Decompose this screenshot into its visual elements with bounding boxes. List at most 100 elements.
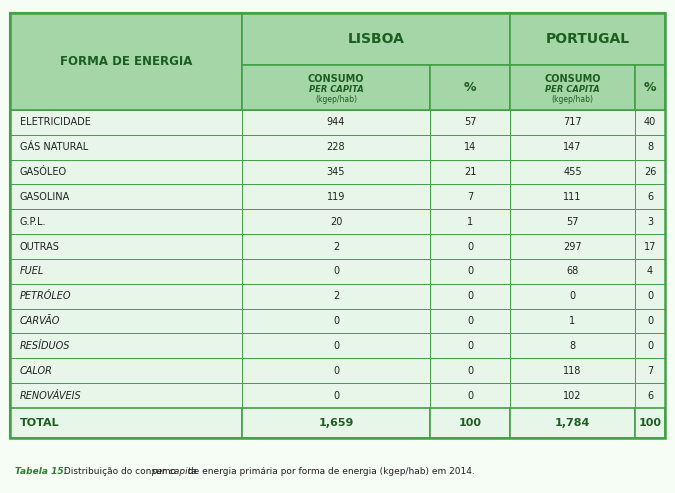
- Text: RENOVÁVEIS: RENOVÁVEIS: [20, 390, 82, 401]
- Text: 2: 2: [333, 291, 339, 301]
- Bar: [430, 358, 510, 383]
- Text: Distribuição do consumo: Distribuição do consumo: [61, 466, 179, 476]
- Bar: [242, 234, 430, 259]
- Text: 2: 2: [333, 242, 339, 251]
- Bar: [510, 333, 635, 358]
- Text: 228: 228: [327, 142, 346, 152]
- Bar: [242, 284, 430, 309]
- Text: 0: 0: [333, 316, 339, 326]
- Text: PETRÓLEO: PETRÓLEO: [20, 291, 72, 301]
- Bar: [430, 383, 510, 408]
- Bar: [635, 358, 665, 383]
- Text: 0: 0: [647, 316, 653, 326]
- Text: CONSUMO: CONSUMO: [544, 74, 601, 84]
- Text: 57: 57: [566, 217, 578, 227]
- Bar: [10, 210, 242, 234]
- Text: 1,784: 1,784: [555, 418, 590, 428]
- Bar: [510, 259, 635, 284]
- Text: 4: 4: [647, 266, 653, 277]
- Text: de energia primária por forma de energia (kgep/hab) em 2014.: de energia primária por forma de energia…: [185, 466, 475, 476]
- Bar: [242, 408, 430, 438]
- Text: CALOR: CALOR: [20, 366, 53, 376]
- Bar: [510, 358, 635, 383]
- Text: 1: 1: [467, 217, 473, 227]
- Text: OUTRAS: OUTRAS: [20, 242, 60, 251]
- Bar: [10, 135, 242, 160]
- Bar: [635, 110, 665, 135]
- Text: 0: 0: [333, 341, 339, 351]
- Bar: [635, 234, 665, 259]
- Text: 21: 21: [464, 167, 476, 177]
- Bar: [510, 65, 635, 110]
- Text: CONSUMO: CONSUMO: [308, 74, 364, 84]
- Text: CARVÃO: CARVÃO: [20, 316, 60, 326]
- Bar: [10, 358, 242, 383]
- Bar: [242, 309, 430, 333]
- Bar: [510, 309, 635, 333]
- Text: %: %: [644, 81, 656, 94]
- Text: 7: 7: [467, 192, 473, 202]
- Text: 40: 40: [644, 117, 656, 127]
- Bar: [10, 284, 242, 309]
- Bar: [635, 135, 665, 160]
- Bar: [242, 184, 430, 210]
- Text: 102: 102: [563, 390, 582, 401]
- Bar: [510, 13, 665, 65]
- Bar: [510, 135, 635, 160]
- Bar: [635, 383, 665, 408]
- Text: RESÍDUOS: RESÍDUOS: [20, 341, 70, 351]
- Bar: [10, 408, 242, 438]
- Text: FUEL: FUEL: [20, 266, 45, 277]
- Bar: [510, 234, 635, 259]
- Bar: [242, 13, 510, 65]
- Text: 0: 0: [333, 366, 339, 376]
- Bar: [635, 210, 665, 234]
- Text: Tabela 15:: Tabela 15:: [15, 466, 68, 476]
- Bar: [10, 13, 242, 110]
- Text: 0: 0: [467, 366, 473, 376]
- Text: 17: 17: [644, 242, 656, 251]
- Text: 118: 118: [564, 366, 582, 376]
- Text: 100: 100: [639, 418, 662, 428]
- Text: 0: 0: [570, 291, 576, 301]
- Text: 1,659: 1,659: [319, 418, 354, 428]
- Text: 345: 345: [327, 167, 345, 177]
- Bar: [635, 309, 665, 333]
- Bar: [635, 184, 665, 210]
- Text: GASÓLEO: GASÓLEO: [20, 167, 67, 177]
- Bar: [430, 160, 510, 184]
- Bar: [635, 333, 665, 358]
- Text: ELETRICIDADE: ELETRICIDADE: [20, 117, 91, 127]
- Text: 3: 3: [647, 217, 653, 227]
- Text: 1: 1: [570, 316, 576, 326]
- Text: FORMA DE ENERGIA: FORMA DE ENERGIA: [60, 55, 192, 68]
- Bar: [242, 110, 430, 135]
- Bar: [510, 284, 635, 309]
- Bar: [430, 259, 510, 284]
- Text: 944: 944: [327, 117, 345, 127]
- Text: per capita: per capita: [151, 466, 196, 476]
- Text: 111: 111: [564, 192, 582, 202]
- Bar: [242, 65, 430, 110]
- Text: 8: 8: [647, 142, 653, 152]
- Bar: [10, 234, 242, 259]
- Bar: [10, 13, 665, 438]
- Text: 0: 0: [333, 390, 339, 401]
- Text: 119: 119: [327, 192, 345, 202]
- Bar: [635, 284, 665, 309]
- Text: 6: 6: [647, 192, 653, 202]
- Bar: [242, 160, 430, 184]
- Text: (kgep/hab): (kgep/hab): [315, 95, 357, 104]
- Bar: [510, 408, 635, 438]
- Bar: [635, 160, 665, 184]
- Bar: [430, 234, 510, 259]
- Bar: [430, 210, 510, 234]
- Text: 0: 0: [467, 266, 473, 277]
- Bar: [242, 383, 430, 408]
- Bar: [10, 259, 242, 284]
- Bar: [10, 309, 242, 333]
- Text: GASOLINA: GASOLINA: [20, 192, 70, 202]
- Text: 0: 0: [647, 341, 653, 351]
- Text: 147: 147: [563, 142, 582, 152]
- Bar: [510, 210, 635, 234]
